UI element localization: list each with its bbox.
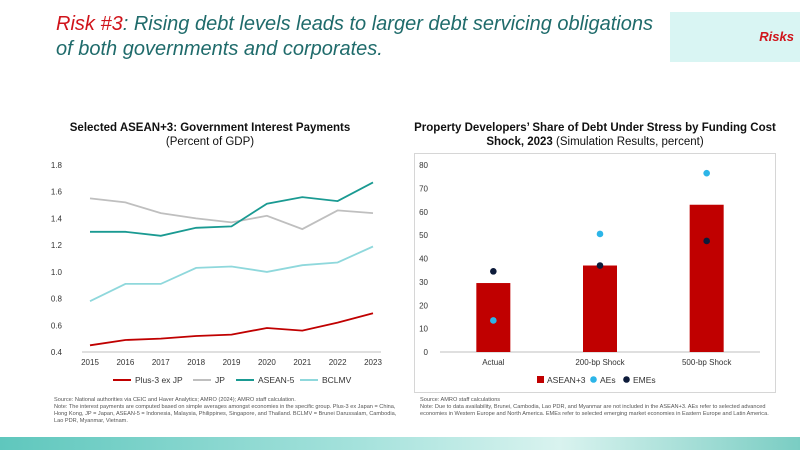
badge-label: Risks bbox=[759, 29, 794, 44]
left-y-tick-label: 0.4 bbox=[51, 348, 63, 357]
left-y-tick-label: 1.4 bbox=[51, 214, 63, 223]
left-chart-title: Selected ASEAN+3: Government Interest Pa… bbox=[69, 122, 351, 134]
right-chart-subtitle: (Simulation Results, percent) bbox=[556, 136, 704, 148]
legend-label: ASEAN-5 bbox=[258, 375, 295, 385]
series-line-jp bbox=[89, 197, 374, 231]
series-line-bclmv bbox=[89, 245, 374, 303]
left-x-tick-label: 2015 bbox=[81, 358, 99, 367]
dot-aes bbox=[490, 317, 497, 324]
right-x-tick-label: 500-bp Shock bbox=[682, 358, 732, 367]
legend-label: ASEAN+3 bbox=[547, 375, 586, 385]
left-x-tick-label: 2023 bbox=[364, 358, 382, 367]
bar-asean3 bbox=[689, 204, 724, 352]
section-badge: Risks bbox=[670, 12, 800, 62]
legend-label: EMEs bbox=[633, 375, 656, 385]
left-y-tick-label: 0.8 bbox=[51, 295, 63, 304]
right-y-tick-label: 40 bbox=[419, 255, 428, 264]
series-line-plus-3-ex-jp bbox=[89, 312, 374, 347]
right-y-tick-label: 30 bbox=[419, 278, 428, 287]
bar-asean3 bbox=[583, 265, 617, 352]
right-x-tick-label: 200-bp Shock bbox=[575, 358, 625, 367]
legend-label: Plus-3 ex JP bbox=[135, 375, 183, 385]
legend-swatch bbox=[623, 376, 630, 383]
left-x-tick-label: 2016 bbox=[116, 358, 134, 367]
right-chart-title: Property Developers’ Share of Debt Under… bbox=[414, 122, 776, 148]
title-text: : Rising debt levels leads to larger deb… bbox=[56, 13, 653, 60]
left-x-tick-label: 2022 bbox=[329, 358, 347, 367]
left-y-tick-label: 0.6 bbox=[51, 321, 63, 330]
dot-aes bbox=[596, 230, 604, 238]
legend-swatch bbox=[590, 376, 597, 383]
slide-title: Risk #3: Rising debt levels leads to lar… bbox=[56, 12, 656, 62]
right-footnote: Source: AMRO staff calculations Note: Du… bbox=[420, 397, 769, 417]
dot-emes bbox=[490, 268, 497, 275]
right-y-tick-label: 20 bbox=[419, 301, 428, 310]
left-y-tick-label: 1.8 bbox=[51, 161, 63, 170]
right-y-tick-label: 60 bbox=[419, 208, 428, 217]
right-y-tick-label: 70 bbox=[419, 184, 428, 193]
left-x-tick-label: 2018 bbox=[187, 358, 205, 367]
legend-label: JP bbox=[215, 375, 225, 385]
right-bar-chart: 0 10 20 30 40 50 60 70 80 Actual 200-bp Shock 500-b… bbox=[419, 161, 760, 385]
risk-label: Risk #3 bbox=[56, 13, 123, 35]
legend-label: AEs bbox=[600, 375, 616, 385]
legend-swatch bbox=[537, 376, 544, 383]
bottom-decorative-band bbox=[0, 437, 800, 450]
right-y-tick-label: 50 bbox=[419, 231, 428, 240]
left-chart-subtitle: (Percent of GDP) bbox=[165, 136, 255, 148]
right-y-tick-label: 10 bbox=[419, 325, 428, 334]
left-y-tick-label: 1.0 bbox=[51, 268, 63, 277]
right-chart-title-block: Property Developers’ Share of Debt Under… bbox=[412, 121, 778, 149]
left-x-tick-label: 2020 bbox=[258, 358, 276, 367]
right-y-tick-label: 80 bbox=[419, 161, 428, 170]
dot-aes bbox=[703, 169, 710, 177]
left-x-tick-label: 2017 bbox=[152, 358, 170, 367]
right-y-tick-label: 0 bbox=[424, 348, 429, 357]
left-chart-title-block: Selected ASEAN+3: Government Interest Pa… bbox=[40, 121, 380, 149]
right-x-tick-label: Actual bbox=[482, 358, 504, 367]
dot-emes bbox=[596, 262, 604, 269]
left-x-tick-label: 2021 bbox=[293, 358, 311, 367]
series-line-asean-5 bbox=[90, 181, 374, 237]
left-footnote: Source: National authorities via CEIC an… bbox=[54, 397, 397, 424]
left-y-tick-label: 1.6 bbox=[51, 188, 63, 197]
left-line-chart: 0.4 0.6 0.8 1.0 1.2 1.4 1.6 1.8 2015 2016 2017 2018… bbox=[51, 161, 383, 385]
left-y-tick-label: 1.2 bbox=[51, 241, 63, 250]
dot-emes bbox=[703, 237, 710, 245]
left-x-tick-label: 2019 bbox=[223, 358, 241, 367]
legend-label: BCLMV bbox=[322, 375, 352, 385]
